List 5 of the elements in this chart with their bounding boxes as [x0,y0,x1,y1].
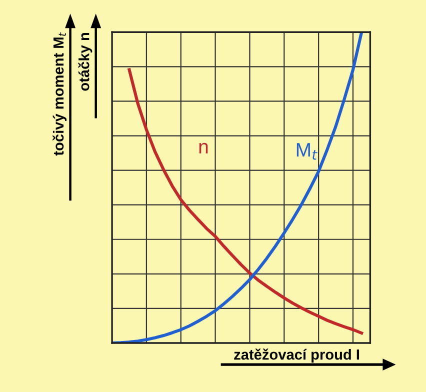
y-axis-title: točivý moment M$_{t}$ [52,32,67,156]
text: n [199,142,208,154]
series-label: M$_{t}$ [296,143,318,160]
x-axis-title: zatěžovací proud I [234,348,360,363]
text: otáčky n [78,33,92,91]
